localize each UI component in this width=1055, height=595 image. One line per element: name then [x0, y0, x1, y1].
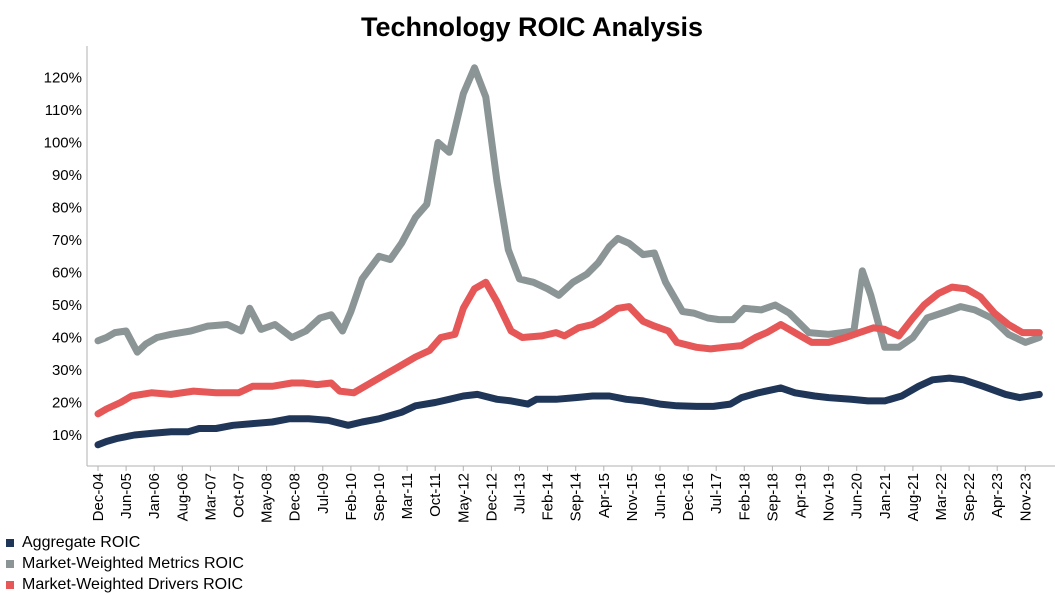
legend-swatch-aggregate: [6, 539, 14, 547]
y-tick-label: 110%: [45, 102, 82, 119]
y-tick-label: 30%: [52, 362, 82, 379]
x-tick-label: Jun-16: [652, 473, 669, 519]
x-tick-label: Mar-07: [202, 473, 219, 521]
y-axis-ticks: 10% 20% 30% 40% 50% 60% 70% 80% 90% 100% 110% 120%: [44, 70, 82, 445]
series-lines: [94, 64, 1043, 449]
y-tick-label: 40%: [52, 330, 82, 347]
drivers-roic-line: [94, 278, 1043, 418]
y-tick-label: 20%: [52, 395, 82, 412]
y-tick-label: 90%: [52, 167, 82, 184]
x-tick-label: Sep-10: [371, 473, 388, 521]
x-tick-label: Dec-16: [680, 473, 697, 521]
x-tick-label: Nov-23: [1017, 473, 1034, 521]
legend-item-aggregate-roic: Aggregate ROIC: [6, 534, 140, 552]
x-axis-ticks: Dec-04 Jun-05 Jan-06 Aug-06 Mar-07 Oct-07 May-…: [90, 466, 1034, 523]
x-tick-label: Apr-23: [989, 473, 1006, 518]
x-tick-label: Sep-14: [568, 473, 585, 521]
x-tick-label: Apr-19: [793, 473, 810, 518]
x-tick-label: Jan-21: [877, 473, 894, 519]
x-tick-label: Dec-04: [90, 473, 107, 521]
x-tick-label: Jun-20: [849, 473, 866, 519]
legend-label-aggregate: Aggregate ROIC: [22, 534, 141, 551]
legend-swatch-metrics: [6, 560, 14, 568]
x-tick-label: Jun-05: [118, 473, 135, 519]
legend-label-metrics: Market-Weighted Metrics ROIC: [22, 555, 244, 572]
x-tick-label: May-08: [259, 473, 276, 523]
chart-title: Technology ROIC Analysis: [361, 12, 703, 42]
legend-item-metrics-roic: Market-Weighted Metrics ROIC: [6, 555, 244, 573]
x-tick-label: Nov-19: [821, 473, 838, 521]
y-tick-label: 100%: [44, 135, 82, 152]
x-tick-label: Jan-06: [146, 473, 163, 519]
x-tick-label: Oct-07: [231, 473, 248, 518]
line-chart: Technology ROIC Analysis 10% 20% 30% 40% 50%…: [44, 12, 1055, 523]
x-tick-label: Sep-22: [961, 473, 978, 521]
y-tick-label: 80%: [52, 200, 82, 217]
y-tick-label: 70%: [52, 232, 82, 249]
x-tick-label: Apr-15: [596, 473, 613, 518]
x-tick-label: Aug-06: [174, 473, 191, 521]
aggregate-roic-line: [94, 374, 1043, 449]
y-tick-label: 120%: [44, 70, 82, 87]
legend-swatch-drivers: [6, 581, 14, 589]
x-tick-label: Jul-13: [512, 473, 529, 514]
x-tick-label: May-12: [455, 473, 472, 523]
metrics-roic-line: [94, 64, 1043, 356]
x-tick-label: Feb-18: [736, 473, 753, 521]
x-tick-label: Dec-12: [483, 473, 500, 521]
y-tick-label: 10%: [52, 427, 82, 444]
x-tick-label: Feb-10: [343, 473, 360, 521]
legend-item-drivers-roic: Market-Weighted Drivers ROIC: [6, 576, 243, 594]
x-tick-label: Jul-17: [708, 473, 725, 514]
y-tick-label: 50%: [52, 297, 82, 314]
x-tick-label: Dec-08: [287, 473, 304, 521]
x-tick-label: Mar-11: [399, 473, 416, 519]
x-tick-label: Feb-14: [540, 473, 557, 521]
x-tick-label: Jul-09: [315, 473, 332, 514]
legend-label-drivers: Market-Weighted Drivers ROIC: [22, 576, 244, 593]
x-tick-label: Mar-22: [933, 473, 950, 521]
x-tick-label: Sep-18: [764, 473, 781, 521]
y-tick-label: 60%: [52, 265, 82, 282]
x-tick-label: Oct-11: [427, 473, 444, 517]
x-tick-label: Nov-15: [624, 473, 641, 521]
x-tick-label: Aug-21: [905, 473, 922, 521]
